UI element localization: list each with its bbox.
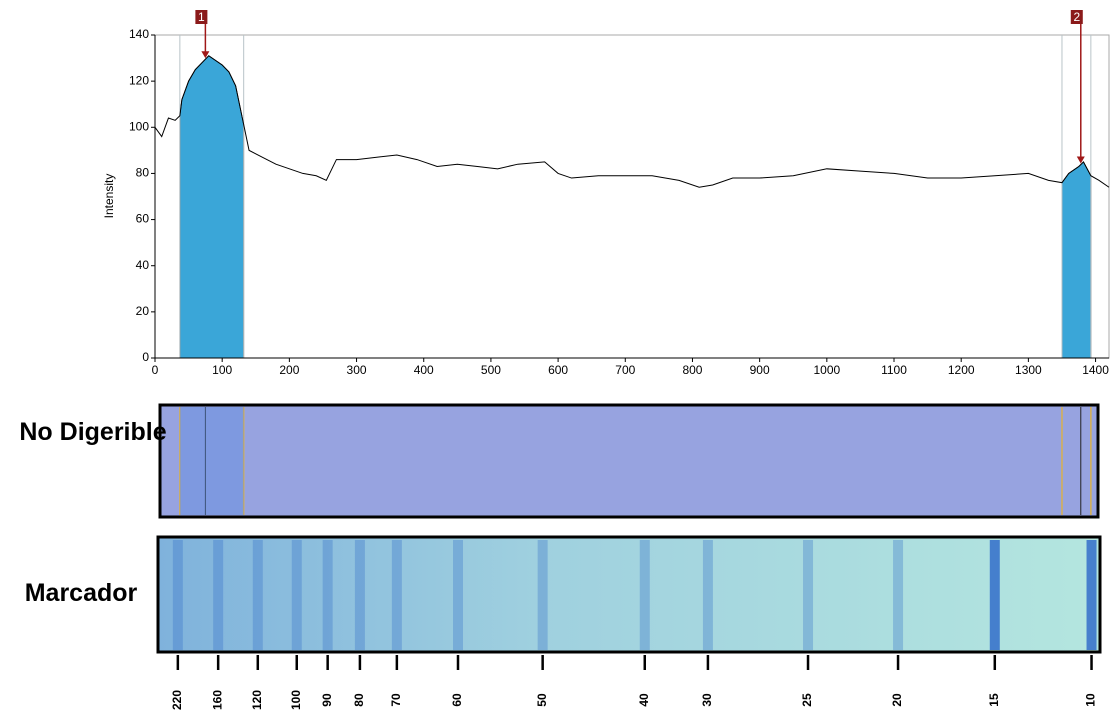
x-tick-label: 1200 xyxy=(948,363,975,377)
ladder-label: 220 xyxy=(170,690,184,710)
marker-band xyxy=(213,540,224,650)
ladder-label: 50 xyxy=(535,693,549,707)
ladder-label: 70 xyxy=(389,693,403,707)
x-tick-label: 600 xyxy=(548,363,568,377)
lane-label: No Digerible xyxy=(19,418,167,446)
y-tick-label: 60 xyxy=(136,212,150,226)
peak-label-box xyxy=(195,10,208,24)
marker-band xyxy=(252,540,263,650)
ladder-label: 120 xyxy=(250,690,264,710)
ladder-label: 100 xyxy=(289,690,303,710)
x-tick-label: 500 xyxy=(481,363,501,377)
marker-band xyxy=(989,540,1000,650)
peak-area xyxy=(179,55,245,359)
x-tick-label: 1400 xyxy=(1082,363,1109,377)
y-tick-label: 140 xyxy=(129,27,149,41)
gel-marcador xyxy=(156,535,1102,654)
marker-band xyxy=(452,540,463,650)
y-tick-label: 40 xyxy=(136,258,150,272)
x-tick-label: 200 xyxy=(279,363,299,377)
marker-band xyxy=(893,540,904,650)
peak-label-box xyxy=(1070,10,1083,24)
y-tick-label: 100 xyxy=(129,119,149,133)
marker-band xyxy=(1086,540,1097,650)
ladder-label: 30 xyxy=(700,693,714,707)
ladder-label: 40 xyxy=(637,693,651,707)
peak-arrowhead xyxy=(201,51,210,59)
x-tick-label: 0 xyxy=(152,363,159,377)
ladder-label: 60 xyxy=(450,693,464,707)
y-tick-label: 20 xyxy=(136,304,150,318)
x-tick-label: 800 xyxy=(682,363,702,377)
plot-frame xyxy=(154,34,1110,359)
y-tick-label: 120 xyxy=(129,73,149,87)
x-tick-label: 100 xyxy=(212,363,232,377)
ladder-label: 10 xyxy=(1084,693,1098,707)
gel-no-digerible xyxy=(158,403,1100,519)
peak-area xyxy=(1061,161,1092,359)
ladder-label: 80 xyxy=(352,693,366,707)
x-tick-label: 1300 xyxy=(1015,363,1042,377)
peak-label: 1 xyxy=(198,10,205,24)
marker-band xyxy=(537,540,548,650)
y-tick-label: 0 xyxy=(142,350,149,364)
x-tick-label: 300 xyxy=(347,363,367,377)
x-tick-label: 1100 xyxy=(881,363,907,377)
ladder-label: 25 xyxy=(800,693,814,707)
x-tick-label: 900 xyxy=(750,363,770,377)
profile-line xyxy=(154,55,1110,188)
peak-label: 2 xyxy=(1073,10,1080,24)
ladder-label: 90 xyxy=(320,693,334,707)
marker-band xyxy=(391,540,402,650)
marker-band xyxy=(354,540,365,650)
marker-band xyxy=(639,540,650,650)
x-tick-label: 700 xyxy=(615,363,635,377)
marker-band xyxy=(322,540,333,650)
marker-band xyxy=(702,540,713,650)
marker-band xyxy=(803,540,814,650)
peak-arrowhead xyxy=(1076,156,1085,164)
x-tick-label: 1000 xyxy=(813,363,840,377)
x-tick-label: 400 xyxy=(414,363,434,377)
y-tick-label: 80 xyxy=(136,166,150,180)
marker-band xyxy=(172,540,183,650)
marker-band xyxy=(291,540,302,650)
ladder-label: 160 xyxy=(210,690,224,710)
ladder-label: 20 xyxy=(890,693,904,707)
lane-label: Marcador xyxy=(24,579,138,607)
ladder-label: 15 xyxy=(987,693,1001,707)
y-axis-label: Intensity xyxy=(102,174,116,219)
gel-peak-stain xyxy=(179,407,244,515)
